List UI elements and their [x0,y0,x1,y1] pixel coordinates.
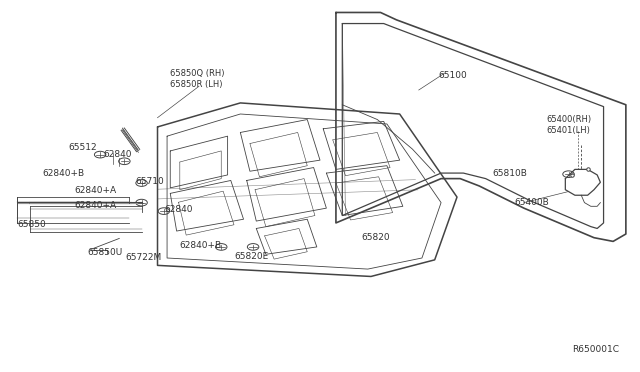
Text: 62840+B: 62840+B [43,169,85,177]
Text: 65820E: 65820E [234,251,268,261]
Text: 65722M: 65722M [125,253,162,263]
Text: 62840: 62840 [164,205,193,215]
Text: 65820: 65820 [362,233,390,242]
Text: 65400B: 65400B [515,198,549,207]
Text: 65400(RH)
65401(LH): 65400(RH) 65401(LH) [546,115,591,135]
Text: R650001C: R650001C [573,345,620,354]
Text: 65850: 65850 [17,220,46,229]
Text: 62840+B: 62840+B [180,241,222,250]
Text: 62840+A: 62840+A [75,186,116,195]
Text: 65850U: 65850U [88,248,123,257]
Text: 65100: 65100 [438,71,467,80]
Text: 62840: 62840 [103,150,132,159]
Text: 65512: 65512 [68,143,97,152]
Text: 65850Q (RH)
65850R (LH): 65850Q (RH) 65850R (LH) [170,69,225,89]
Text: 62840+A: 62840+A [75,201,116,210]
Text: 65710: 65710 [135,177,164,186]
Text: 65810B: 65810B [492,169,527,177]
